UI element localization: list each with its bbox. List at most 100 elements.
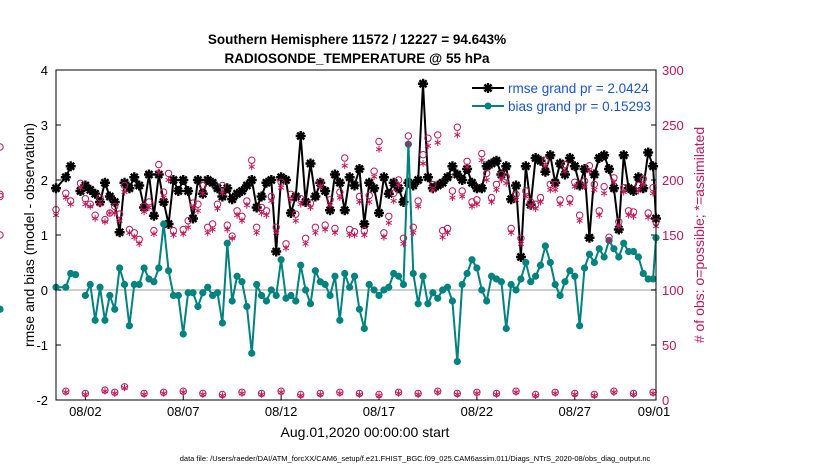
assimilated-obs-point: [121, 384, 128, 392]
possible-obs-point: [434, 131, 442, 139]
assimilated-obs-point: [321, 226, 329, 233]
assimilated-obs-point: [336, 390, 344, 397]
assimilated-obs-point: [434, 139, 441, 146]
assimilated-obs-point: [512, 388, 520, 396]
series-4: [62, 383, 657, 399]
assimilated-obs-point: [419, 160, 427, 167]
rmse-point: [447, 161, 458, 172]
bias-point: [649, 275, 657, 283]
bias-point: [429, 289, 437, 297]
assimilated-obs-point: [219, 189, 226, 197]
assimilated-obs-point: [82, 391, 89, 398]
bias-point: [292, 297, 300, 305]
rmse-point: [246, 175, 257, 185]
rmse-point: [261, 177, 272, 188]
assimilated-obs-point: [375, 145, 383, 153]
rmse-point: [535, 155, 546, 166]
assimilated-obs-point: [273, 229, 280, 237]
rmse-point: [496, 169, 507, 180]
bias-point: [223, 239, 231, 247]
assimilated-obs-point: [591, 186, 598, 194]
assimilated-obs-point: [537, 198, 544, 206]
bias-point: [385, 283, 393, 291]
rmse-point: [124, 183, 135, 194]
bias-point: [262, 297, 271, 305]
rmse-point: [315, 177, 326, 188]
bias-point: [96, 283, 104, 291]
rmse-point: [212, 183, 223, 194]
assimilated-obs-point: [160, 390, 167, 397]
bias-point: [194, 302, 202, 311]
rmse-point: [638, 183, 649, 194]
assimilated-obs-point: [189, 204, 197, 211]
assimilated-obs-point: [556, 200, 564, 208]
assimilated-obs-point: [488, 198, 495, 206]
series-group: [0, 79, 661, 399]
assimilated-obs-point: [380, 233, 388, 241]
assimilated-obs-point: [111, 209, 118, 217]
bias-point: [394, 272, 403, 280]
bias-point: [483, 297, 491, 305]
assimilated-obs-point: [199, 391, 207, 398]
rmse-point: [481, 161, 492, 172]
bias-point: [311, 267, 319, 275]
bias-point: [155, 264, 163, 272]
rmse-point: [378, 172, 389, 183]
assimilated-obs-point: [527, 203, 534, 210]
legend-bias-label: bias grand pr = 0.15293: [508, 99, 651, 114]
rmse-point: [589, 169, 600, 180]
assimilated-obs-point: [101, 387, 109, 395]
bias-point: [140, 264, 148, 272]
assimilated-obs-point: [522, 193, 530, 200]
rmse-point: [310, 191, 321, 202]
bias-point: [199, 289, 207, 297]
assimilated-obs-point: [228, 234, 236, 242]
bias-point: [189, 289, 197, 297]
assimilated-obs-point: [268, 197, 275, 205]
rmse-point: [466, 177, 477, 188]
y-right-tick-label: 250: [662, 118, 684, 133]
assimilated-obs-point: [131, 233, 138, 241]
bias-point: [507, 280, 515, 289]
bias-point: [571, 272, 579, 280]
rmse-point: [545, 150, 556, 161]
assimilated-obs-point: [635, 187, 642, 195]
rmse-point: [158, 197, 169, 207]
bias-point: [81, 291, 89, 300]
bias-point: [125, 322, 134, 330]
assimilated-obs-point: [630, 391, 637, 398]
bias-point: [213, 289, 222, 297]
assimilated-obs-point: [610, 388, 618, 396]
assimilated-obs-point: [498, 176, 505, 184]
y-tick-label: 4: [41, 63, 48, 78]
bias-point: [502, 324, 510, 333]
assimilated-obs-point: [263, 211, 270, 219]
rmse-point: [300, 197, 311, 207]
rmse-point: [320, 186, 331, 196]
x-tick-label: 08/02: [69, 404, 102, 419]
rmse-point: [403, 177, 414, 188]
assimilated-obs-point: [116, 217, 123, 225]
assimilated-obs-point: [370, 173, 378, 181]
bias-point: [174, 291, 182, 300]
rmse-point: [569, 161, 580, 172]
assimilated-obs-point: [414, 203, 422, 210]
assimilated-obs-point: [551, 186, 559, 194]
assimilated-obs-point: [571, 391, 578, 398]
assimilated-obs-point: [444, 229, 451, 237]
rmse-point: [114, 227, 125, 238]
y-tick-label: -1: [36, 338, 48, 353]
rmse-point: [168, 175, 179, 185]
rmse-point: [202, 175, 213, 185]
rmse-point: [148, 210, 159, 221]
assimilated-obs-point: [184, 223, 192, 231]
bias-point: [179, 330, 187, 338]
rmse-point: [188, 213, 199, 224]
axis-ticks: -2 -1 0 1 2 3 4 0 50 100 150 200 250 300 08/02 08/07 08/…: [36, 63, 683, 419]
possible-obs-point: [0, 192, 4, 201]
rmse-point: [192, 175, 203, 185]
assimilated-obs-point: [155, 168, 162, 176]
assimilated-obs-point: [512, 196, 520, 204]
assimilated-obs-point: [493, 391, 500, 398]
assimilated-obs-point: [136, 240, 143, 248]
